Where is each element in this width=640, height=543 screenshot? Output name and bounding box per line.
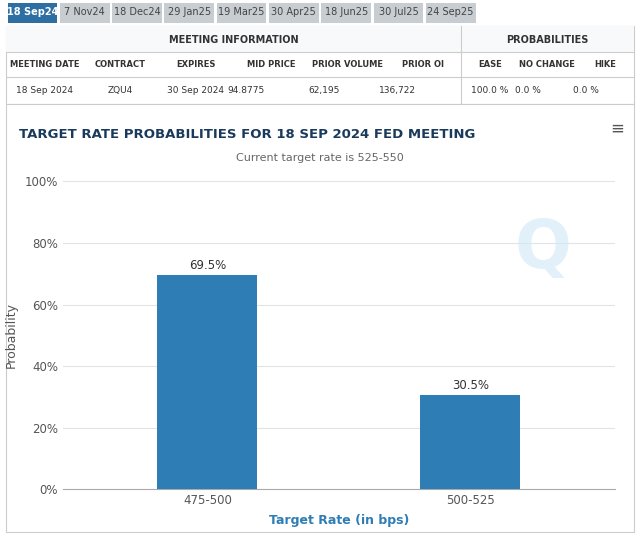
Text: 94.8775: 94.8775 [227,86,264,94]
Text: MEETING INFORMATION: MEETING INFORMATION [169,35,299,45]
Text: 0.0 %: 0.0 % [515,86,541,94]
FancyBboxPatch shape [6,26,461,52]
Text: NO CHANGE: NO CHANGE [520,60,575,69]
Text: 18 Dec24: 18 Dec24 [114,7,161,17]
FancyBboxPatch shape [112,3,162,23]
FancyBboxPatch shape [60,3,109,23]
FancyBboxPatch shape [6,104,634,532]
Text: 0.0 %: 0.0 % [573,86,598,94]
FancyBboxPatch shape [6,26,634,104]
Text: 62,195: 62,195 [308,86,340,94]
Text: ≡: ≡ [611,119,624,137]
Text: EASE: EASE [478,60,502,69]
FancyBboxPatch shape [321,3,371,23]
Text: 30 Apr25: 30 Apr25 [271,7,316,17]
FancyBboxPatch shape [426,3,476,23]
Text: 24 Sep25: 24 Sep25 [428,7,474,17]
Text: PRIOR OI: PRIOR OI [402,60,444,69]
Bar [157,275,257,489]
Text: Current target rate is 525-550: Current target rate is 525-550 [236,154,404,163]
Text: ZQU4: ZQU4 [108,86,132,94]
Y-axis label: Probability: Probability [4,302,18,368]
Text: TARGET RATE PROBABILITIES FOR 18 SEP 2024 FED MEETING: TARGET RATE PROBABILITIES FOR 18 SEP 202… [19,128,476,141]
FancyBboxPatch shape [269,3,319,23]
Text: 19 Mar25: 19 Mar25 [218,7,265,17]
Text: Q: Q [515,216,572,282]
Text: EXPIRES: EXPIRES [176,60,216,69]
Text: 18 Jun25: 18 Jun25 [324,7,368,17]
X-axis label: Target Rate (in bps): Target Rate (in bps) [269,514,409,527]
FancyBboxPatch shape [164,3,214,23]
Text: MID PRICE: MID PRICE [248,60,296,69]
Text: 29 Jan25: 29 Jan25 [168,7,211,17]
FancyBboxPatch shape [8,3,58,23]
FancyBboxPatch shape [374,3,423,23]
Text: PROBABILITIES: PROBABILITIES [506,35,589,45]
Text: MEETING DATE: MEETING DATE [10,60,79,69]
FancyBboxPatch shape [217,3,266,23]
Text: HIKE: HIKE [594,60,616,69]
Bar [420,395,520,489]
Text: 18 Sep24: 18 Sep24 [7,7,58,17]
Text: 30.5%: 30.5% [452,380,489,392]
Text: 18 Sep 2024: 18 Sep 2024 [16,86,73,94]
Text: 30 Jul25: 30 Jul25 [378,7,419,17]
Text: 7 Nov24: 7 Nov24 [65,7,105,17]
Text: 69.5%: 69.5% [189,259,226,272]
Text: CONTRACT: CONTRACT [95,60,145,69]
Text: 136,722: 136,722 [379,86,416,94]
Text: PRIOR VOLUME: PRIOR VOLUME [312,60,383,69]
Text: 30 Sep 2024: 30 Sep 2024 [168,86,225,94]
FancyBboxPatch shape [461,26,634,52]
Text: 100.0 %: 100.0 % [471,86,509,94]
